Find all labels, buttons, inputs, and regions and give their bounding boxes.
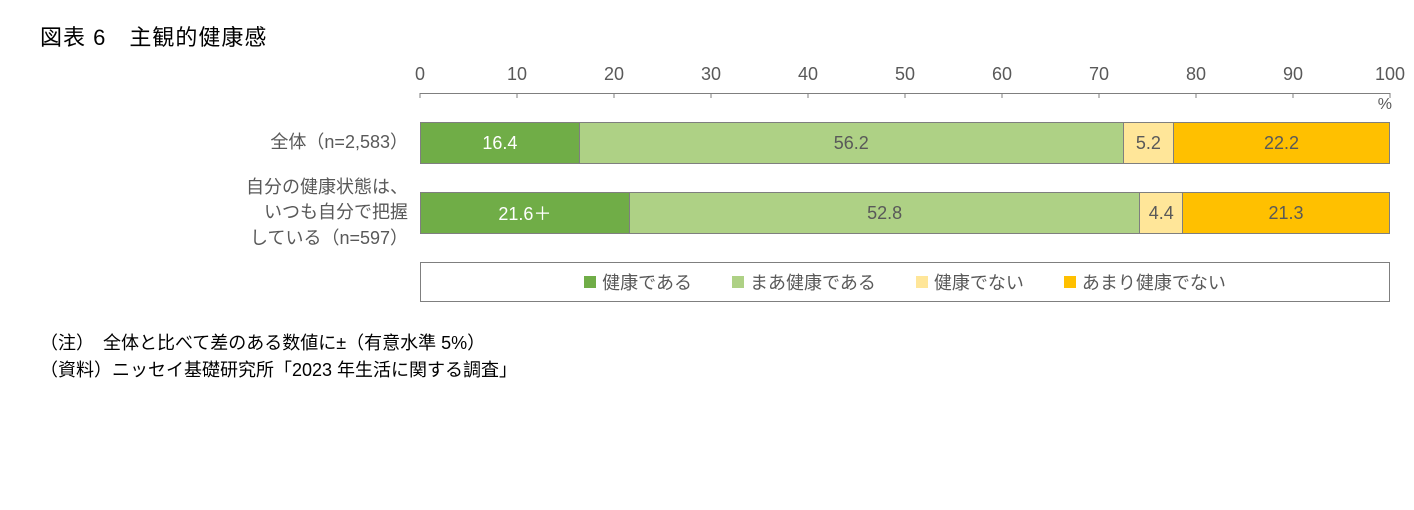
row-label: 自分の健康状態は、 いつも自分で把握 している（n=597） [40,175,420,251]
x-tick-label: 80 [1186,64,1206,85]
legend-label: あまり健康でない [1082,269,1226,295]
legend-label: まあ健康である [750,269,876,295]
x-tick-label: 0 [415,64,425,85]
chart-area: % 0102030405060708090100 全体（n=2,583）16.4… [420,64,1390,302]
bar-segment: 21.6＋ [421,193,630,233]
bar-segment: 21.3 [1183,193,1389,233]
bar-segment: 22.2 [1174,123,1389,163]
bar-segment: 4.4 [1140,193,1183,233]
footnotes: （注） 全体と比べて差のある数値に±（有意水準 5%） （資料）ニッセイ基礎研究… [40,330,1374,384]
legend-swatch [584,276,596,288]
legend-item: 健康である [584,269,692,295]
legend-item: あまり健康でない [1064,269,1226,295]
stacked-bar: 21.6＋52.84.421.3 [420,192,1390,234]
x-tick-label: 10 [507,64,527,85]
source-line: （資料）ニッセイ基礎研究所「2023 年生活に関する調査」 [40,357,1374,384]
legend-label: 健康でない [934,269,1024,295]
x-tick-label: 100 [1375,64,1405,85]
bar-segment: 56.2 [580,123,1124,163]
bar-segment: 5.2 [1124,123,1174,163]
legend-item: まあ健康である [732,269,876,295]
bar-segment: 16.4 [421,123,580,163]
x-tick-label: 20 [604,64,624,85]
x-tick-label: 40 [798,64,818,85]
x-axis: % 0102030405060708090100 [420,64,1390,94]
x-tick-label: 50 [895,64,915,85]
row-label: 全体（n=2,583） [40,130,420,155]
legend-item: 健康でない [916,269,1024,295]
note-line: （注） 全体と比べて差のある数値に±（有意水準 5%） [40,330,1374,357]
bar-row: 自分の健康状態は、 いつも自分で把握 している（n=597）21.6＋52.84… [420,192,1390,234]
x-tick-label: 60 [992,64,1012,85]
legend-swatch [1064,276,1076,288]
bar-segment: 52.8 [630,193,1141,233]
x-tick-label: 30 [701,64,721,85]
legend-label: 健康である [602,269,692,295]
stacked-bar: 16.456.25.222.2 [420,122,1390,164]
legend: 健康である まあ健康である 健康でない あまり健康でない [420,262,1390,302]
legend-swatch [916,276,928,288]
bar-rows: 全体（n=2,583）16.456.25.222.2 自分の健康状態は、 いつも自… [420,94,1390,234]
x-tick-label: 90 [1283,64,1303,85]
chart-title: 図表 6 主観的健康感 [40,20,1374,52]
x-tick-label: 70 [1089,64,1109,85]
bar-row: 全体（n=2,583）16.456.25.222.2 [420,122,1390,164]
legend-swatch [732,276,744,288]
